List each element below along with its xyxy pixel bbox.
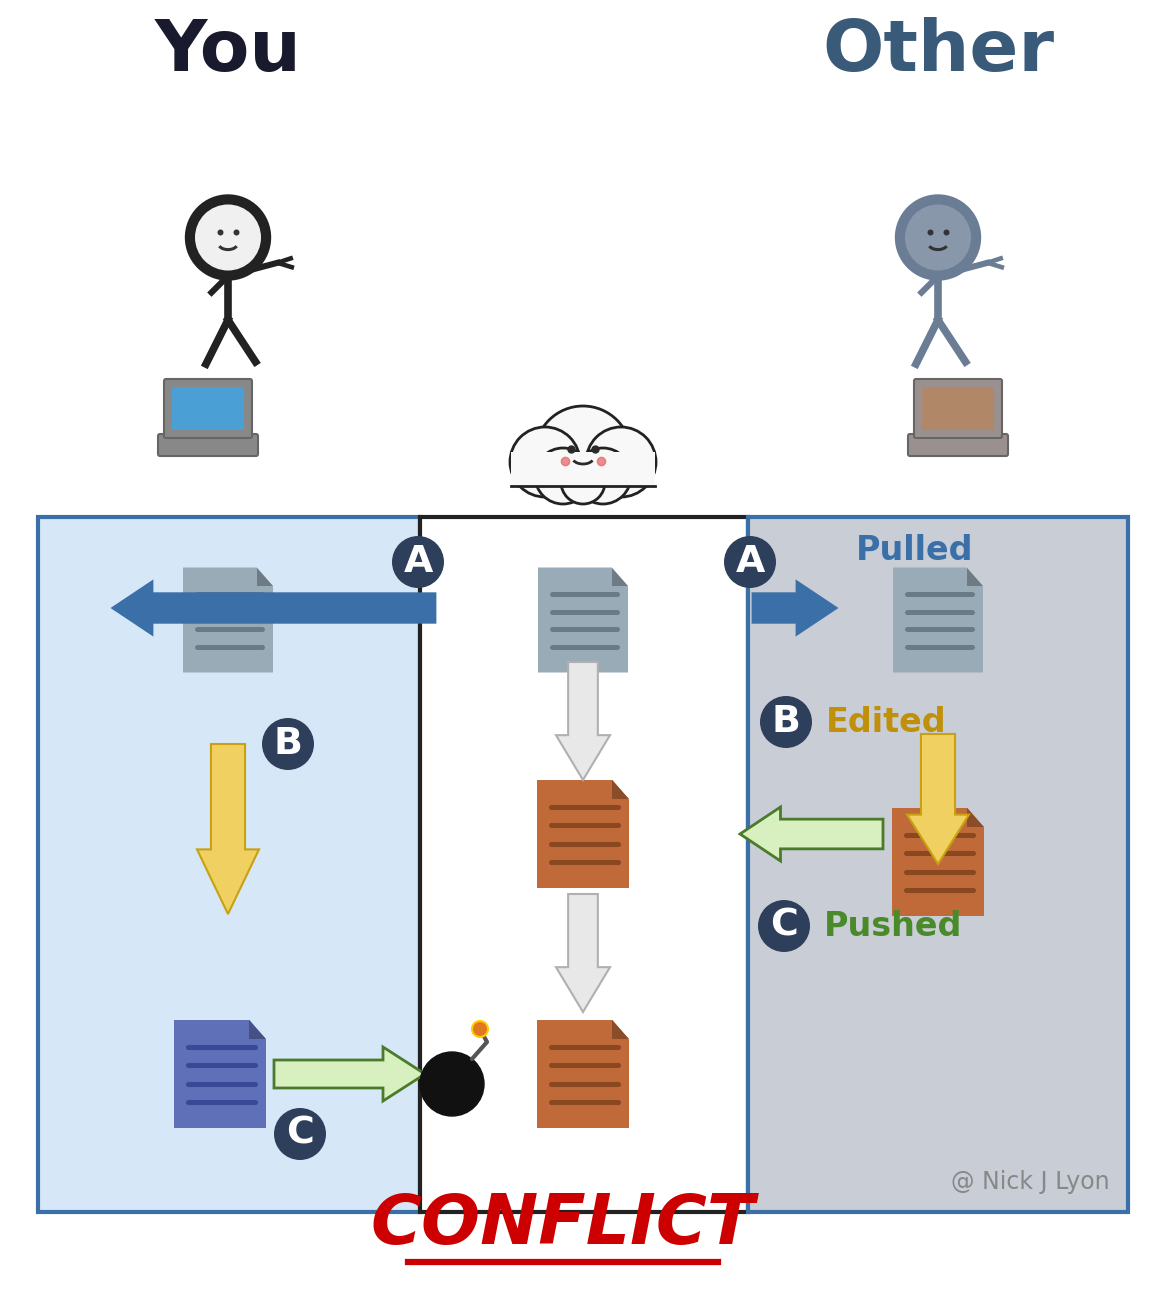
Polygon shape xyxy=(612,780,628,799)
Circle shape xyxy=(897,195,979,280)
Polygon shape xyxy=(257,568,273,586)
FancyBboxPatch shape xyxy=(38,517,420,1212)
Circle shape xyxy=(535,448,591,504)
Polygon shape xyxy=(893,568,983,673)
Text: B: B xyxy=(274,727,302,762)
Text: A: A xyxy=(403,544,433,579)
Polygon shape xyxy=(538,780,628,888)
FancyBboxPatch shape xyxy=(159,434,258,456)
Text: B: B xyxy=(772,704,800,740)
Circle shape xyxy=(472,1021,489,1036)
Polygon shape xyxy=(556,661,610,780)
Text: Edited: Edited xyxy=(826,706,947,738)
Text: CONFLICT: CONFLICT xyxy=(371,1191,756,1258)
Polygon shape xyxy=(907,734,969,865)
Circle shape xyxy=(575,448,631,504)
Circle shape xyxy=(586,427,656,497)
Polygon shape xyxy=(274,1047,424,1101)
Polygon shape xyxy=(538,568,628,673)
Polygon shape xyxy=(183,568,273,673)
FancyBboxPatch shape xyxy=(164,379,252,437)
Polygon shape xyxy=(197,743,259,914)
Circle shape xyxy=(262,717,314,769)
Circle shape xyxy=(392,536,444,589)
Polygon shape xyxy=(740,807,883,861)
Text: Pulled: Pulled xyxy=(856,534,974,566)
Polygon shape xyxy=(968,809,984,828)
Polygon shape xyxy=(892,809,984,917)
Circle shape xyxy=(195,204,261,271)
FancyBboxPatch shape xyxy=(914,379,1002,437)
Polygon shape xyxy=(556,894,610,1012)
FancyBboxPatch shape xyxy=(908,434,1007,456)
Circle shape xyxy=(758,900,810,952)
Polygon shape xyxy=(174,1019,266,1128)
Polygon shape xyxy=(538,1019,628,1128)
Circle shape xyxy=(510,427,580,497)
FancyBboxPatch shape xyxy=(922,387,993,430)
Circle shape xyxy=(187,195,269,280)
Text: A: A xyxy=(736,544,765,579)
Circle shape xyxy=(561,460,605,504)
Circle shape xyxy=(724,536,777,589)
Polygon shape xyxy=(753,582,836,634)
Polygon shape xyxy=(113,582,435,634)
Text: Pushed: Pushed xyxy=(824,910,962,943)
FancyBboxPatch shape xyxy=(173,387,244,430)
Polygon shape xyxy=(612,1019,628,1039)
Polygon shape xyxy=(612,568,628,586)
Text: C: C xyxy=(770,907,798,944)
FancyBboxPatch shape xyxy=(749,517,1128,1212)
Circle shape xyxy=(420,1052,484,1116)
Text: You: You xyxy=(155,17,302,86)
Circle shape xyxy=(535,406,631,503)
Polygon shape xyxy=(967,568,983,586)
Circle shape xyxy=(905,204,971,271)
Circle shape xyxy=(274,1108,326,1160)
FancyBboxPatch shape xyxy=(511,452,655,486)
Text: @ Nick J Lyon: @ Nick J Lyon xyxy=(951,1170,1110,1194)
Text: C: C xyxy=(286,1116,314,1152)
Text: Other: Other xyxy=(822,17,1054,86)
Polygon shape xyxy=(250,1019,266,1039)
FancyBboxPatch shape xyxy=(420,517,749,1212)
Circle shape xyxy=(760,697,812,749)
